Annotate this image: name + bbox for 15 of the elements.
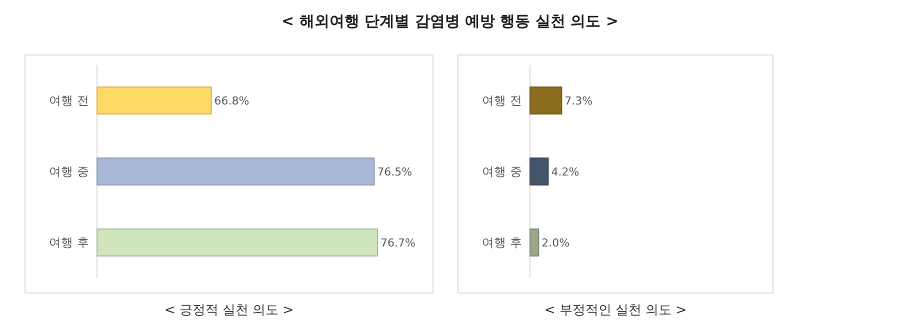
data-label: 66.8% bbox=[214, 94, 250, 108]
y-tick-label: 여행 후 bbox=[49, 236, 89, 250]
y-tick-label: 여행 전 bbox=[482, 94, 522, 108]
x-axis-title: < 부정적인 실천 의도 > bbox=[544, 303, 687, 318]
y-tick-label: 여행 후 bbox=[482, 236, 522, 250]
y-tick-label: 여행 중 bbox=[49, 164, 89, 179]
data-label: 4.2% bbox=[551, 165, 580, 178]
x-axis-title: < 긍정적 실천 의도 > bbox=[164, 303, 294, 318]
chart-title: < 해외여행 단계별 감염병 예방 행동 실천 의도 > bbox=[282, 12, 618, 30]
data-label: 76.7% bbox=[380, 236, 416, 250]
data-label: 7.3% bbox=[564, 94, 593, 108]
y-tick-label: 여행 중 bbox=[482, 164, 522, 179]
data-label: 2.0% bbox=[542, 236, 570, 250]
y-tick-label: 여행 전 bbox=[49, 94, 89, 108]
data-label: 76.5% bbox=[377, 165, 412, 178]
